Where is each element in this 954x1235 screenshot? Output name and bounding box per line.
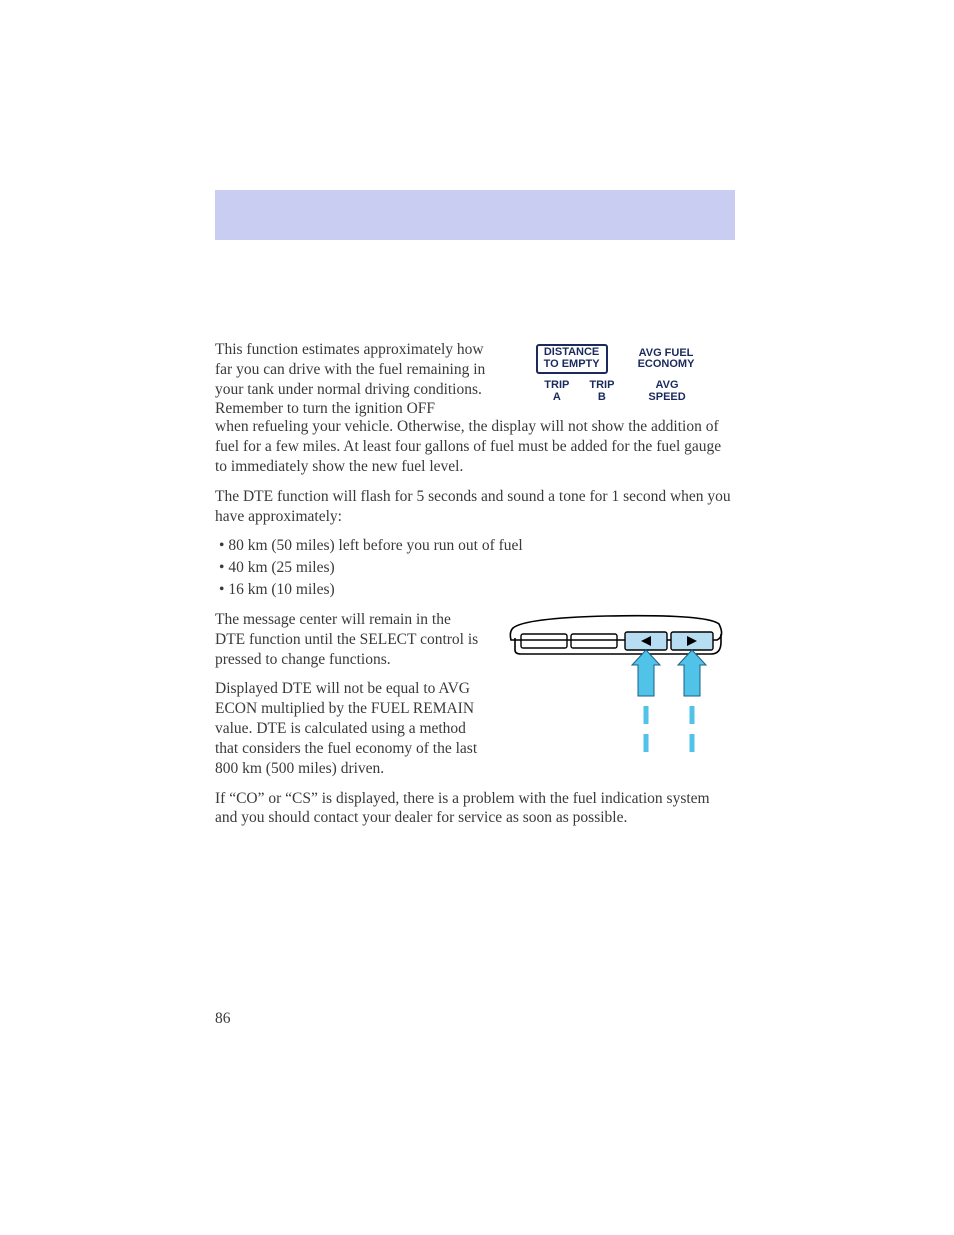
pointer-arrow-icon	[678, 650, 706, 696]
dte-label-l1: DISTANCE	[544, 347, 600, 359]
bullet-list: 80 km (50 miles) left before you run out…	[215, 536, 735, 599]
avg-fuel-label: AVG FUEL ECONOMY	[638, 348, 695, 371]
avg-speed-label: AVG SPEED	[648, 380, 685, 403]
select-button-diagram: DISTANCE TO EMPTY AVG FUEL ECONOMY TRIP …	[515, 340, 715, 403]
trip-b-label: TRIP B	[589, 380, 614, 403]
distance-to-empty-button: DISTANCE TO EMPTY	[536, 344, 608, 374]
control-panel-diagram	[507, 610, 727, 776]
paragraph-3: The message center will remain in the DT…	[215, 610, 483, 669]
list-item: 40 km (25 miles)	[219, 558, 735, 578]
paragraph-1b: when refueling your vehicle. Otherwise, …	[215, 417, 735, 476]
page-number: 86	[215, 1010, 231, 1028]
paragraph-1a: This function estimates approximately ho…	[215, 341, 485, 417]
pointer-arrow-icon	[632, 650, 660, 696]
paragraph-2: The DTE function will flash for 5 second…	[215, 487, 735, 527]
list-item: 16 km (10 miles)	[219, 580, 735, 600]
dte-label-l2: TO EMPTY	[544, 359, 600, 371]
trip-a-label: TRIP A	[544, 380, 569, 403]
list-item: 80 km (50 miles) left before you run out…	[219, 536, 735, 556]
paragraph-5: If “CO” or “CS” is displayed, there is a…	[215, 789, 735, 829]
paragraph-4: Displayed DTE will not be equal to AVG E…	[215, 679, 483, 778]
avg-fuel-l2: ECONOMY	[638, 359, 695, 371]
header-band	[215, 190, 735, 240]
body-content: This function estimates approximately ho…	[215, 340, 735, 828]
